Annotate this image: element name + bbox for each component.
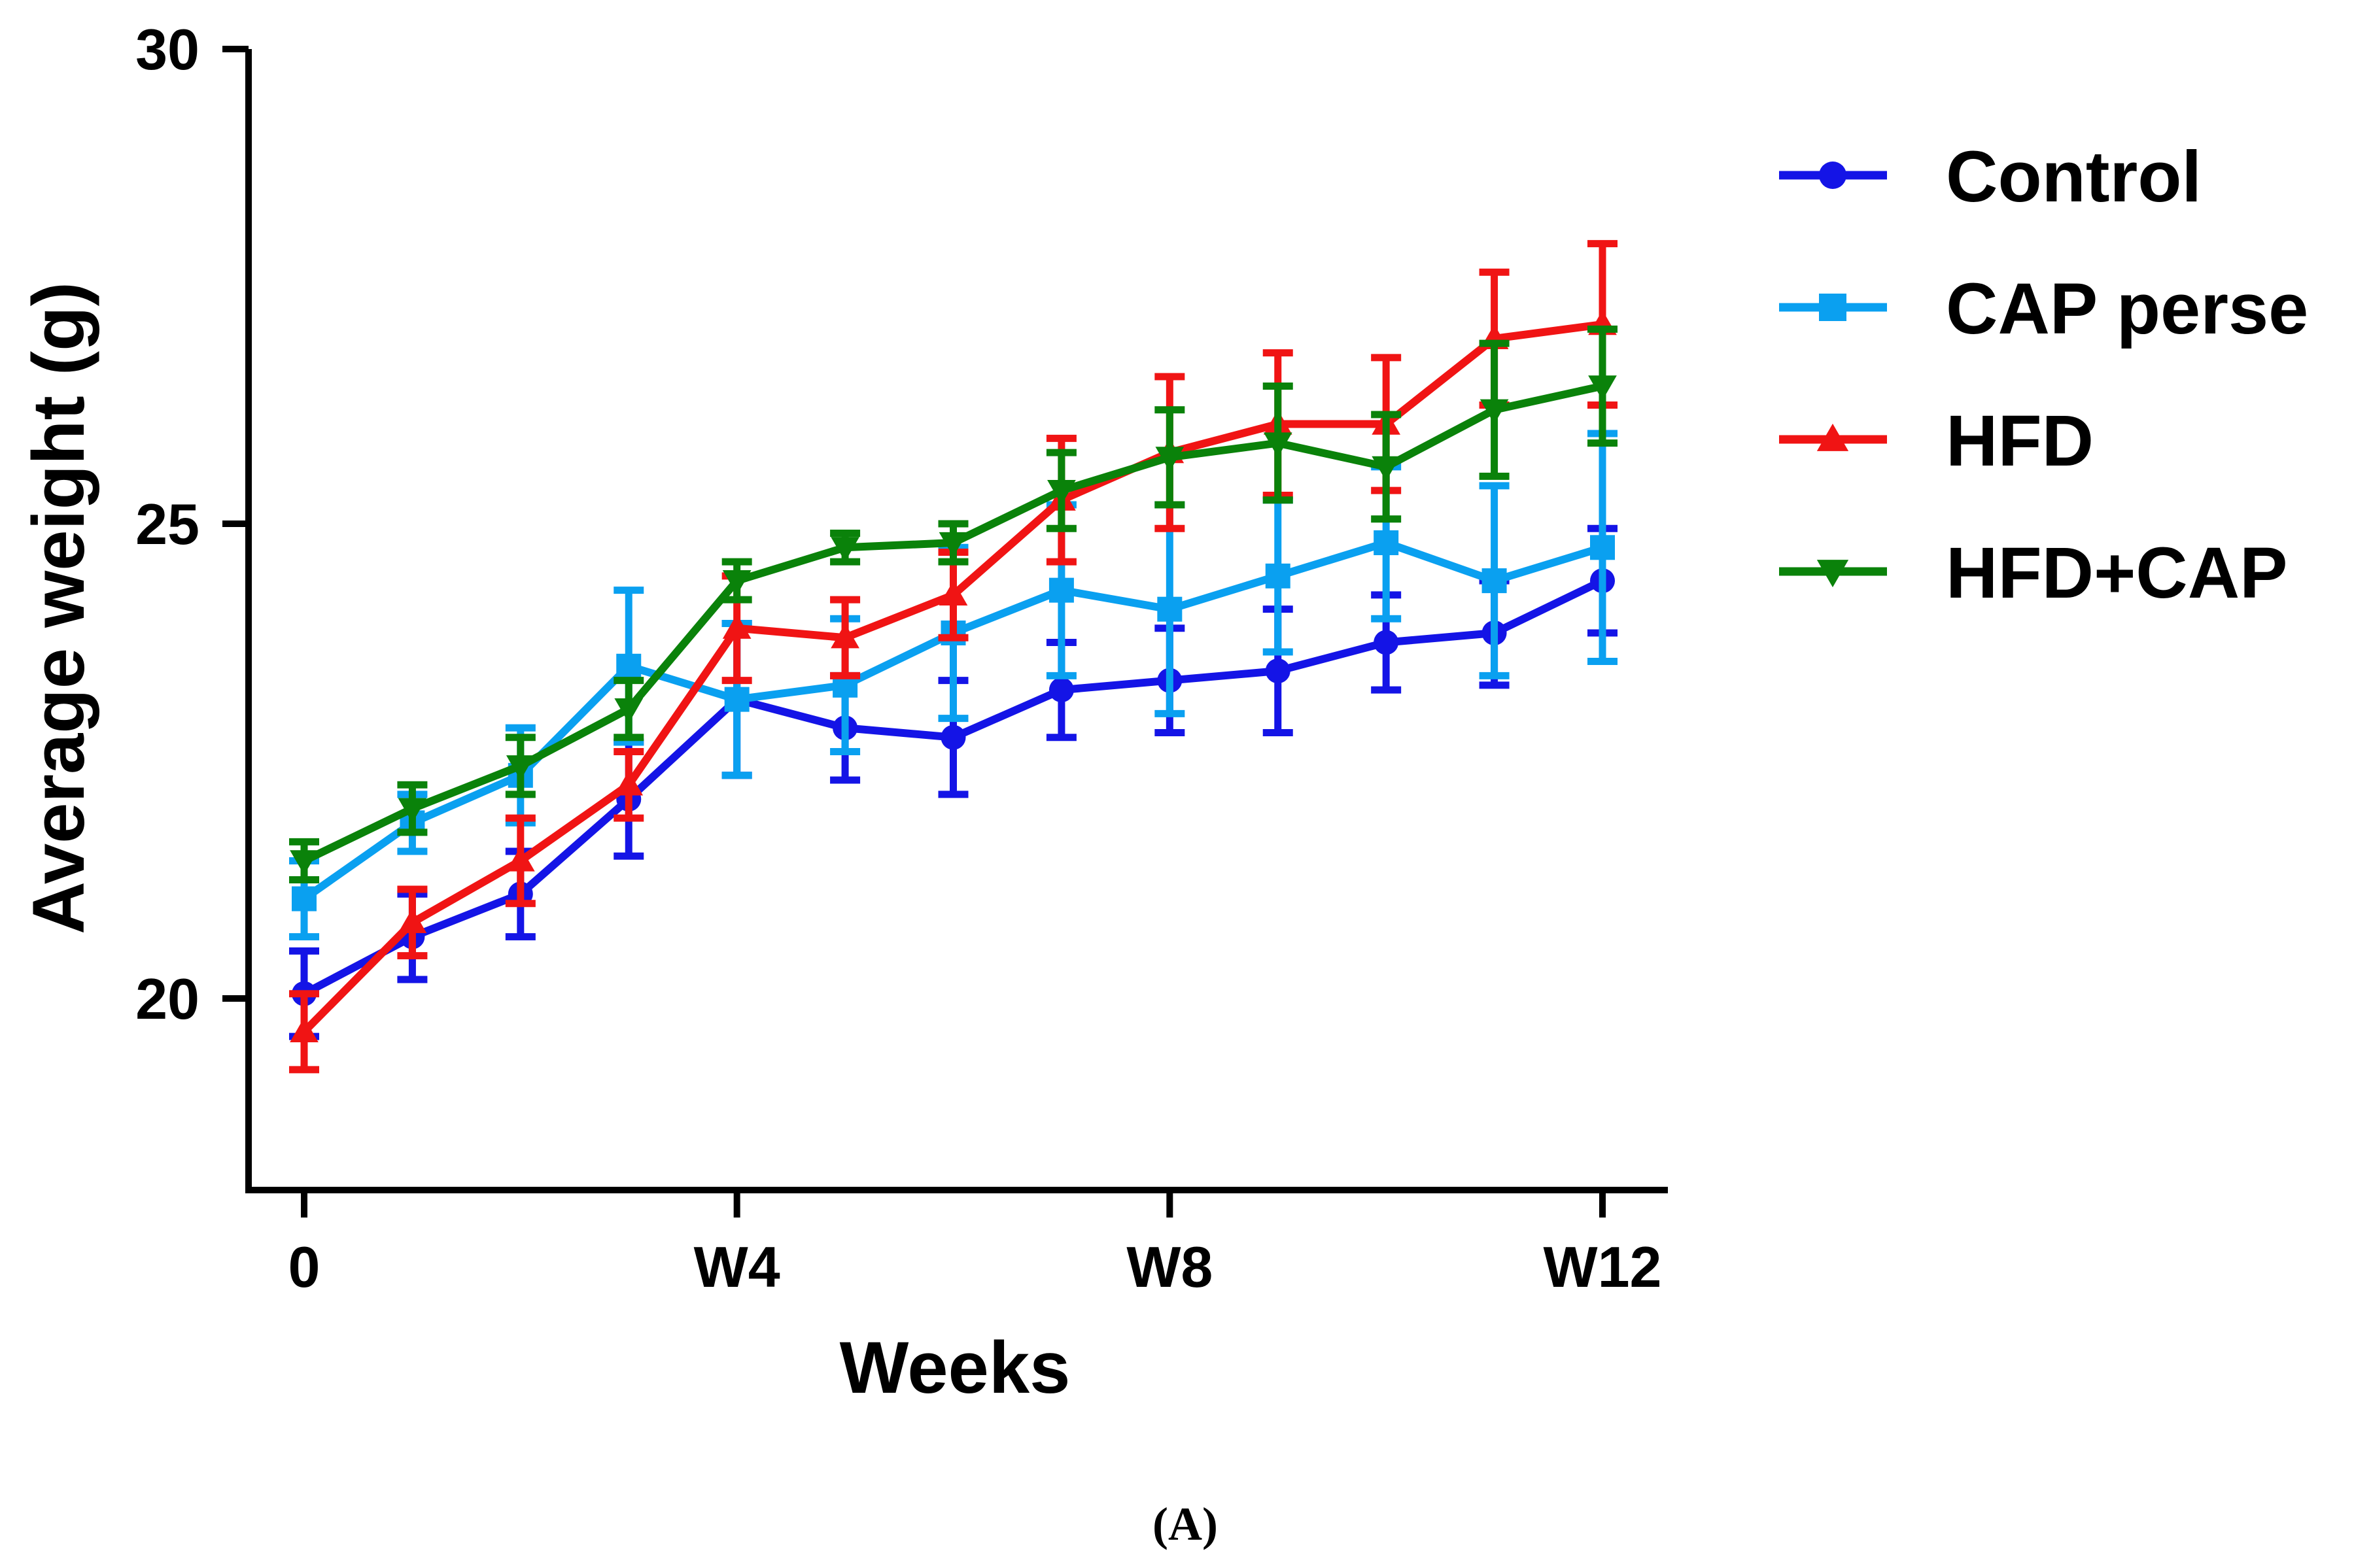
- legend-item: Control: [1779, 137, 2202, 217]
- data-point: [616, 653, 642, 679]
- x-tick-label: 0: [288, 1235, 320, 1299]
- legend-label: Control: [1946, 137, 2202, 217]
- data-point: [506, 846, 535, 872]
- legend-label: CAP perse: [1946, 269, 2308, 349]
- y-tick-label: 30: [135, 17, 199, 82]
- data-point: [1265, 658, 1290, 684]
- data-point: [722, 613, 752, 639]
- panel-label: (A): [1152, 1498, 1218, 1550]
- legend-label: HFD: [1946, 401, 2094, 481]
- data-point: [1265, 563, 1290, 588]
- x-axis-title: Weeks: [840, 1327, 1071, 1408]
- legend-item: HFD: [1779, 401, 2094, 481]
- legend-item: CAP perse: [1779, 269, 2308, 349]
- y-axis-title: Average weight (g): [18, 282, 99, 934]
- data-point: [1588, 375, 1617, 401]
- ticks-layer: 20 25 30 0 W4 W8 W12: [135, 17, 1661, 1299]
- data-point: [1263, 432, 1292, 458]
- data-point: [1048, 677, 1074, 703]
- data-point: [1481, 568, 1507, 594]
- data-point: [939, 581, 968, 606]
- data-point: [614, 698, 644, 723]
- data-point: [506, 755, 535, 781]
- data-point: [1155, 447, 1185, 472]
- legend-marker: [1819, 162, 1846, 189]
- data-point: [292, 886, 317, 912]
- data-point: [1157, 596, 1183, 622]
- legend-item: HFD+CAP: [1779, 533, 2288, 613]
- y-tick-label: 25: [135, 492, 199, 556]
- data-point: [1374, 630, 1399, 655]
- data-point: [722, 570, 752, 595]
- legend-marker: [1816, 560, 1849, 588]
- axes-layer: [245, 49, 1668, 1193]
- data-point: [941, 724, 966, 750]
- data-point: [614, 770, 644, 796]
- data-point: [290, 850, 319, 876]
- data-point: [1372, 456, 1401, 481]
- data-point: [398, 908, 427, 933]
- y-tick-label: 20: [135, 966, 199, 1031]
- data-point: [939, 532, 968, 557]
- legend-marker: [1819, 294, 1846, 321]
- data-point: [398, 798, 427, 823]
- data-point: [1048, 577, 1074, 603]
- data-point: [724, 687, 750, 712]
- series-layer: [289, 240, 1618, 1074]
- series-cap-perse: [289, 430, 1618, 941]
- series-hfd-cap: [289, 325, 1618, 883]
- legend: Control CAP perse HFD HFD+CAP: [1779, 137, 2308, 613]
- x-tick-label: W4: [694, 1235, 780, 1299]
- data-point: [290, 1017, 319, 1042]
- data-point: [1374, 530, 1399, 556]
- legend-marker: [1816, 423, 1849, 451]
- data-point: [831, 537, 859, 562]
- x-tick-label: W8: [1126, 1235, 1213, 1299]
- data-point: [831, 623, 859, 649]
- data-point: [1047, 480, 1076, 505]
- data-point: [1480, 399, 1509, 424]
- legend-label: HFD+CAP: [1946, 533, 2288, 613]
- data-point: [1590, 535, 1615, 560]
- x-tick-label: W12: [1544, 1235, 1662, 1299]
